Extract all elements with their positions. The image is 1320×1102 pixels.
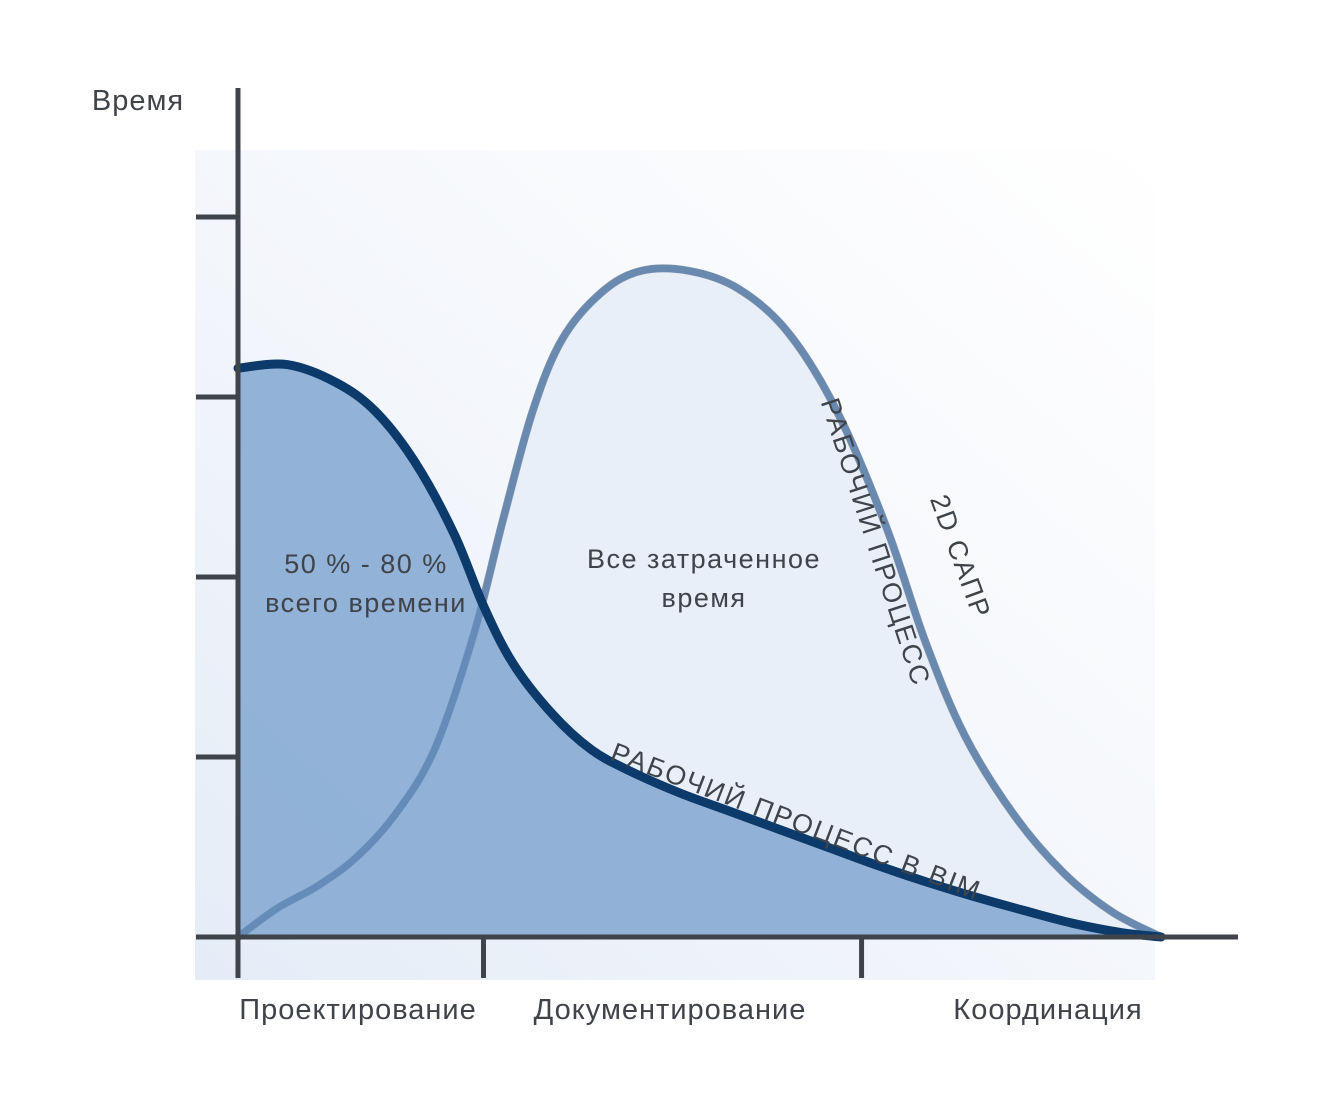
x-phase-label-documentation: Документирование xyxy=(534,994,807,1026)
bim-series-area xyxy=(238,363,1162,938)
bim-series-line xyxy=(233,359,1166,942)
total-time-annotation-line2: время xyxy=(661,583,746,613)
bim-share-annotation-line1: 50 % - 80 % xyxy=(284,549,448,579)
x-phase-label-coordination: Координация xyxy=(953,994,1142,1026)
x-phase-label-design: Проектирование xyxy=(239,994,477,1026)
cad-series-overlap-line xyxy=(234,265,1165,941)
bim-share-annotation-line2: всего времени xyxy=(265,588,467,618)
total-time-annotation-line1: Все затраченное xyxy=(587,544,821,574)
y-axis-label: Время xyxy=(92,85,184,117)
